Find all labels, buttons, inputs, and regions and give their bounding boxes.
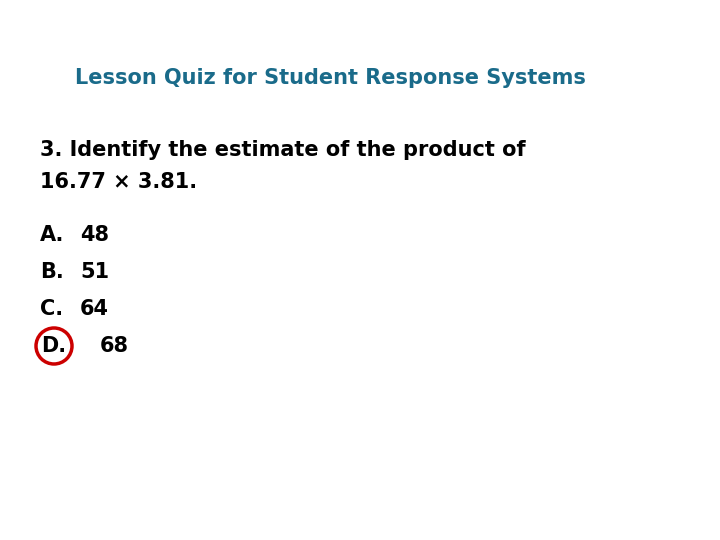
Text: A.: A. (40, 225, 64, 245)
Text: 3. Identify the estimate of the product of: 3. Identify the estimate of the product … (40, 140, 526, 160)
Text: Lesson Quiz for Student Response Systems: Lesson Quiz for Student Response Systems (75, 68, 586, 88)
Text: C.: C. (40, 299, 63, 319)
Text: 68: 68 (100, 336, 129, 356)
Text: D.: D. (42, 336, 66, 356)
Text: B.: B. (40, 262, 64, 282)
Text: 51: 51 (80, 262, 109, 282)
Text: 48: 48 (80, 225, 109, 245)
Text: 64: 64 (80, 299, 109, 319)
Text: 16.77 × 3.81.: 16.77 × 3.81. (40, 172, 197, 192)
